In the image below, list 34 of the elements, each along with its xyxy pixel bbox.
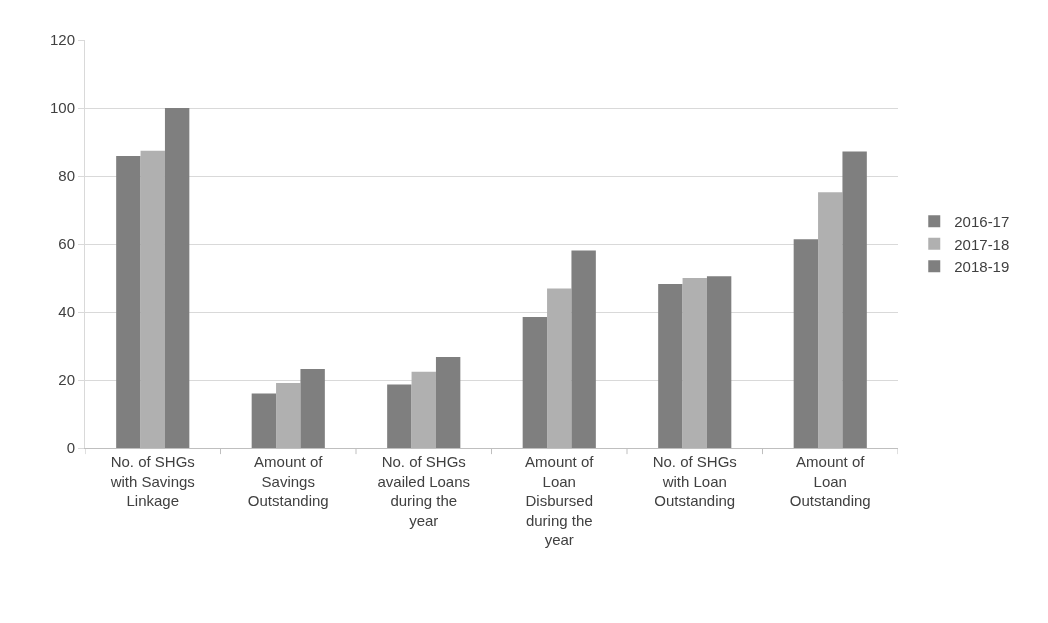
- y-tick-label: 60: [58, 235, 75, 253]
- bar: [411, 371, 436, 448]
- legend-label: 2016-17: [954, 213, 1010, 231]
- bar: [547, 288, 572, 448]
- bar: [706, 276, 732, 448]
- x-tick-label: No. of SHGs with Savings Linkage: [109, 453, 195, 509]
- bar: [387, 384, 412, 448]
- legend-label: 2017-18: [954, 235, 1010, 253]
- x-tick-label: No. of SHGs with Loan Outstanding: [652, 453, 737, 509]
- legend-label: 2018-19: [954, 258, 1010, 276]
- bar: [818, 192, 843, 448]
- bar: [140, 150, 165, 448]
- x-tick-label: No. of SHGs availed Loans during the year: [377, 453, 471, 529]
- x-tick-label: Amount of Loan Disbursed during the year: [525, 453, 595, 548]
- y-tick-label: 0: [66, 439, 75, 457]
- x-tick-label: Amount of Savings Outstanding: [247, 453, 329, 509]
- bar: [116, 155, 141, 448]
- bar: [842, 151, 867, 448]
- y-tick-label: 100: [49, 99, 75, 117]
- bar: [276, 383, 301, 448]
- bar: [793, 239, 819, 448]
- bar: [435, 356, 461, 448]
- x-tick-label: Amount of Loan Outstanding: [789, 453, 871, 509]
- y-tick-label: 120: [49, 31, 75, 49]
- y-tick-label: 20: [58, 371, 75, 389]
- bar: [571, 250, 596, 448]
- y-tick-label: 40: [58, 303, 75, 321]
- bar: [658, 284, 683, 448]
- bar: [300, 369, 325, 448]
- bar: [164, 108, 190, 448]
- bar: [251, 393, 277, 448]
- bar: [682, 278, 707, 448]
- y-tick-label: 80: [58, 167, 75, 185]
- bar: [522, 317, 548, 448]
